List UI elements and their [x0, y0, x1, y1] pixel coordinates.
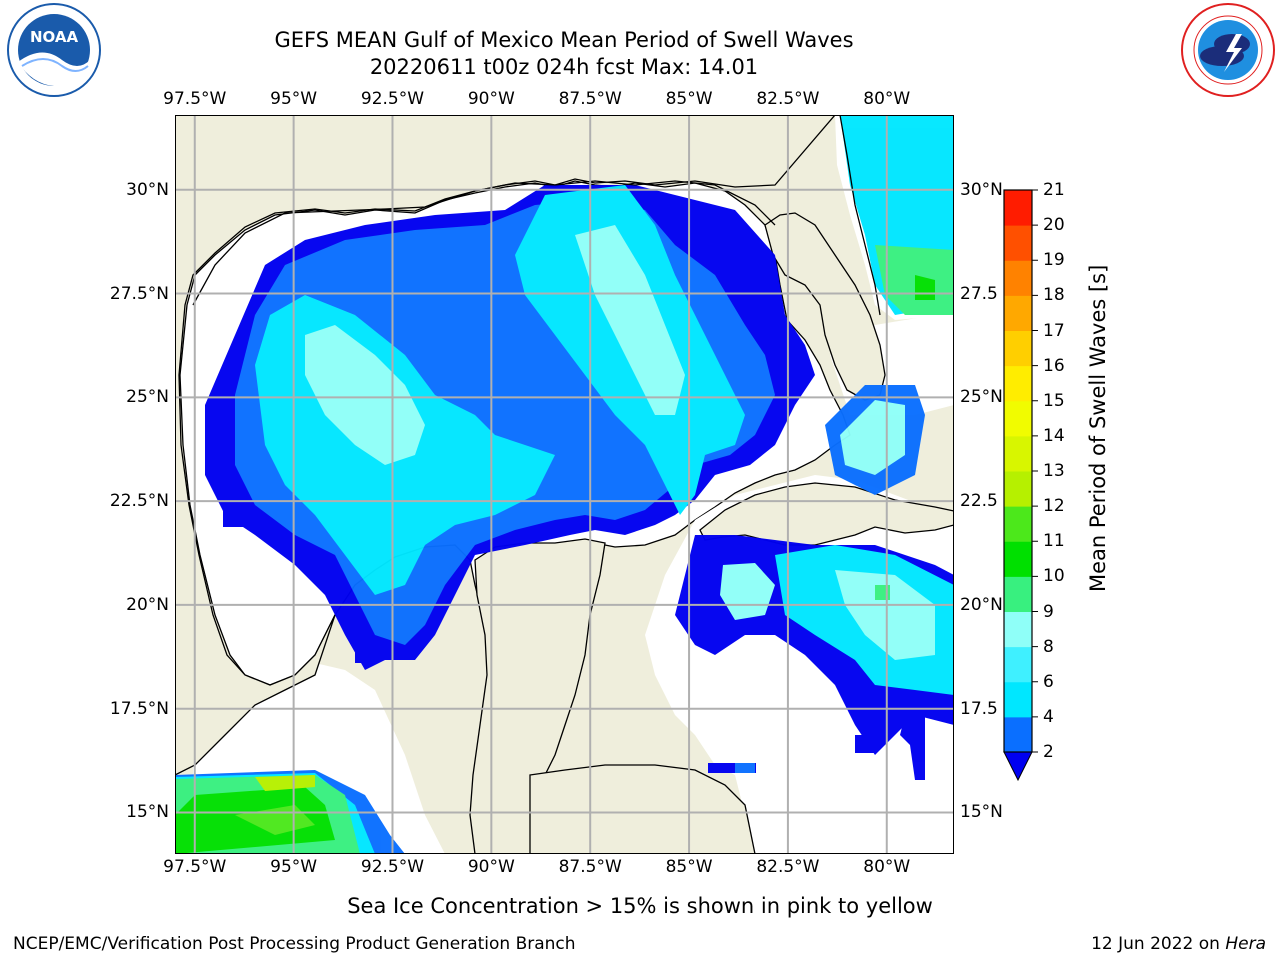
map-grid	[175, 115, 954, 854]
colorbar-swatch	[1004, 681, 1032, 718]
colorbar-level-label: 21	[1043, 180, 1065, 200]
date-text: 12 Jun 2022 on	[1091, 934, 1220, 954]
colorbar-under-arrow	[1003, 751, 1033, 782]
colorbar-swatch	[1004, 716, 1032, 753]
colorbar-title: Mean Period of Swell Waves [s]	[1086, 264, 1110, 592]
colorbar-level-label: 15	[1043, 390, 1065, 411]
colorbar-swatch	[1004, 471, 1032, 507]
map-panel	[175, 115, 954, 854]
map-title: GEFS MEAN Gulf of Mexico Mean Period of …	[274, 28, 854, 52]
lon-tick-label: 80°W	[863, 857, 911, 877]
noaa-logo-text: NOAA	[30, 28, 79, 46]
coastlines	[192, 115, 881, 316]
colorbar-level-label: 13	[1043, 461, 1065, 481]
central-america-land	[529, 764, 756, 854]
lon-tick-label: 90°W	[467, 89, 515, 109]
colorbar-swatch	[1004, 435, 1032, 472]
colorbar-swatch	[1004, 260, 1032, 296]
lat-tick-label: 30°N	[960, 179, 1003, 200]
host-text: Hera	[1225, 934, 1266, 954]
colorbar-level-label: 16	[1043, 355, 1065, 376]
colorbar-swatch	[1004, 365, 1032, 402]
colorbar-swatch	[1004, 611, 1032, 648]
lon-tick-label: 80°W	[863, 89, 911, 109]
colorbar-swatch	[1004, 506, 1032, 542]
lat-tick-label: 20°N	[960, 594, 1003, 615]
colorbar-level-label: 12	[1043, 496, 1065, 517]
lon-tick-label: 87.5°W	[558, 857, 622, 877]
lat-tick-label: 15°N	[960, 802, 1003, 823]
colorbar-level-label: 20	[1043, 215, 1065, 236]
colorbar-level-label: 10	[1043, 566, 1065, 587]
lon-tick-label: 82.5°W	[756, 89, 820, 109]
lon-tick-label: 85°W	[665, 857, 713, 877]
lon-tick-label: 82.5°W	[756, 857, 820, 877]
colorbar-swatch	[1004, 400, 1032, 437]
colorbar-level-label: 2	[1043, 742, 1054, 762]
noaa-logo: NOAA	[7, 3, 101, 97]
colorbar-level-label: 11	[1043, 531, 1065, 552]
lon-tick-label: 90°W	[467, 857, 515, 877]
lon-tick-label: 95°W	[270, 89, 318, 109]
lat-tick-label: 17.5	[960, 698, 998, 719]
lat-tick-label: 17.5°N	[109, 698, 169, 719]
colorbar-level-label: 14	[1043, 425, 1065, 446]
colorbar-swatch	[1004, 541, 1032, 577]
colorbar-swatch	[1004, 225, 1032, 261]
date-host: 12 Jun 2022 on Hera	[1091, 934, 1266, 954]
colorbar-level-label: 19	[1043, 250, 1065, 271]
lon-tick-label: 97.5°W	[163, 89, 227, 109]
lat-tick-label: 27.5°N	[109, 283, 169, 304]
colorbar-swatch	[1004, 190, 1032, 226]
colorbar-swatch	[1004, 295, 1032, 331]
colorbar-swatch	[1004, 646, 1032, 683]
swell-period-field	[175, 115, 954, 854]
lat-tick-label: 22.5°N	[109, 491, 169, 512]
lon-tick-label: 95°W	[270, 857, 318, 877]
nws-logo	[1181, 3, 1275, 97]
lat-tick-label: 20°N	[126, 594, 169, 615]
colorbar-level-label: 8	[1043, 636, 1054, 657]
colorbar-swatch	[1004, 576, 1032, 612]
map-subtitle: 20220611 t00z 024h fcst Max: 14.01	[369, 55, 759, 79]
lon-tick-label: 87.5°W	[558, 89, 622, 109]
lat-tick-label: 27.5	[960, 283, 998, 304]
lat-tick-label: 15°N	[126, 802, 169, 823]
lon-tick-label: 92.5°W	[360, 89, 425, 109]
colorbar-level-label: 4	[1043, 706, 1054, 727]
lat-tick-label: 25°N	[126, 387, 169, 408]
lon-tick-label: 85°W	[665, 89, 713, 109]
lon-tick-label: 97.5°W	[163, 857, 227, 877]
colorbar-swatch	[1004, 330, 1032, 367]
colorbar-level-label: 9	[1043, 601, 1054, 622]
lat-tick-label: 22.5	[960, 491, 998, 512]
colorbar-level-label: 6	[1043, 671, 1054, 692]
credit-text: NCEP/EMC/Verification Post Processing Pr…	[13, 934, 576, 954]
colorbar-level-label: 18	[1043, 285, 1065, 306]
lat-tick-label: 25°N	[960, 387, 1003, 408]
lat-tick-label: 30°N	[126, 179, 169, 200]
lon-tick-label: 92.5°W	[360, 857, 425, 877]
colorbar-level-label: 17	[1043, 320, 1065, 341]
sea-ice-note: Sea Ice Concentration > 15% is shown in …	[347, 894, 933, 918]
colorbar	[1003, 189, 1038, 782]
